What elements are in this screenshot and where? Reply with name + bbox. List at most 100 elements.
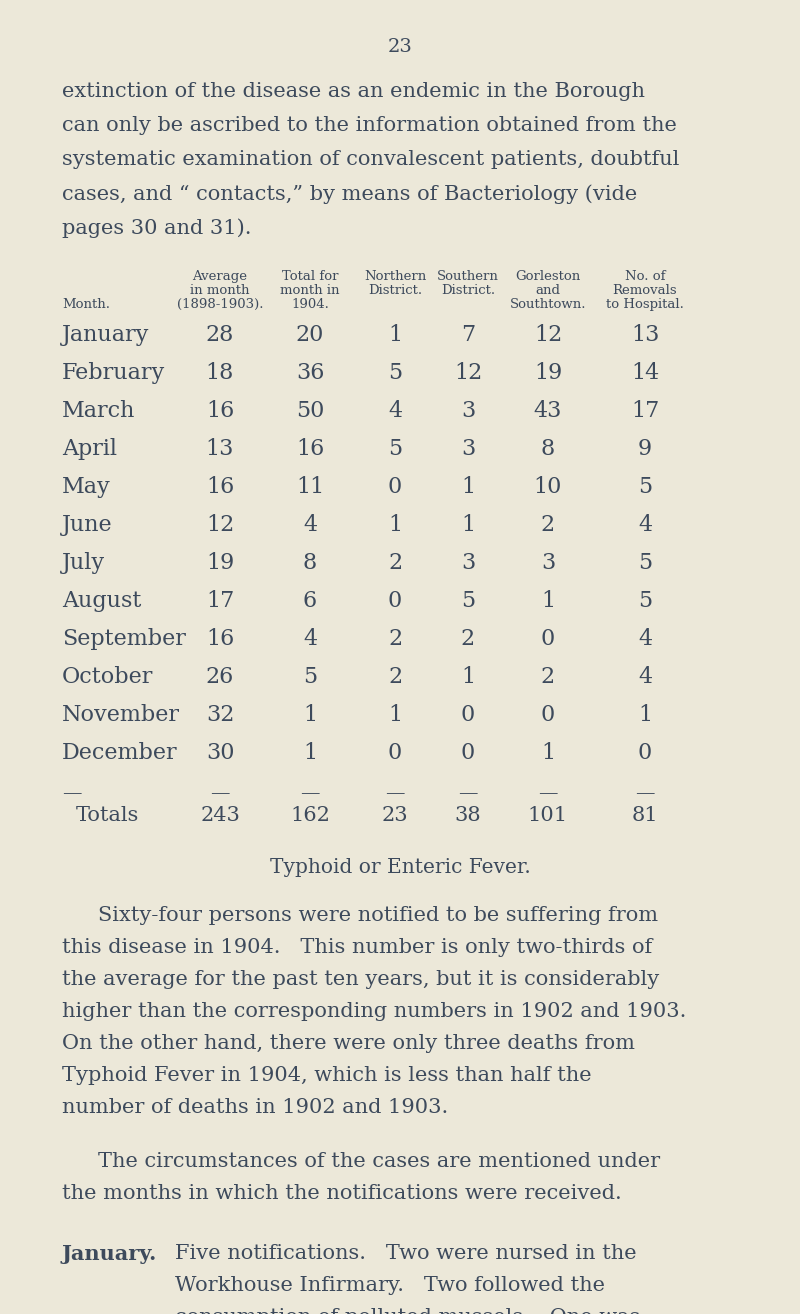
Text: 81: 81 [632,805,658,825]
Text: Totals: Totals [76,805,139,825]
Text: District.: District. [441,284,495,297]
Text: Workhouse Infirmary.   Two followed the: Workhouse Infirmary. Two followed the [175,1276,605,1296]
Text: 1: 1 [388,704,402,727]
Text: Gorleston: Gorleston [515,269,581,283]
Text: 1: 1 [638,704,652,727]
Text: October: October [62,666,154,689]
Text: 3: 3 [541,552,555,574]
Text: November: November [62,704,180,727]
Text: and: and [535,284,561,297]
Text: —: — [458,784,478,802]
Text: April: April [62,438,117,460]
Text: 4: 4 [638,628,652,650]
Text: 0: 0 [638,742,652,763]
Text: January: January [62,325,150,346]
Text: March: March [62,399,135,422]
Text: 20: 20 [296,325,324,346]
Text: 4: 4 [303,628,317,650]
Text: 13: 13 [206,438,234,460]
Text: 1: 1 [461,476,475,498]
Text: Southern: Southern [437,269,499,283]
Text: District.: District. [368,284,422,297]
Text: 0: 0 [541,628,555,650]
Text: Southtown.: Southtown. [510,298,586,311]
Text: 0: 0 [541,704,555,727]
Text: 12: 12 [454,361,482,384]
Text: 19: 19 [206,552,234,574]
Text: July: July [62,552,105,574]
Text: Northern: Northern [364,269,426,283]
Text: 1: 1 [541,742,555,763]
Text: 18: 18 [206,361,234,384]
Text: to Hospital.: to Hospital. [606,298,684,311]
Text: 5: 5 [303,666,317,689]
Text: higher than the corresponding numbers in 1902 and 1903.: higher than the corresponding numbers in… [62,1003,686,1021]
Text: 16: 16 [206,476,234,498]
Text: Typhoid or Enteric Fever.: Typhoid or Enteric Fever. [270,858,530,876]
Text: 5: 5 [461,590,475,612]
Text: 3: 3 [461,438,475,460]
Text: 4: 4 [303,514,317,536]
Text: the average for the past ten years, but it is considerably: the average for the past ten years, but … [62,970,659,989]
Text: 4: 4 [638,666,652,689]
Text: 9: 9 [638,438,652,460]
Text: this disease in 1904.   This number is only two-thirds of: this disease in 1904. This number is onl… [62,938,652,957]
Text: 1: 1 [303,704,317,727]
Text: extinction of the disease as an endemic in the Borough: extinction of the disease as an endemic … [62,81,645,101]
Text: 243: 243 [200,805,240,825]
Text: February: February [62,361,166,384]
Text: 2: 2 [461,628,475,650]
Text: 12: 12 [206,514,234,536]
Text: 16: 16 [296,438,324,460]
Text: 5: 5 [638,552,652,574]
Text: 23: 23 [387,38,413,57]
Text: On the other hand, there were only three deaths from: On the other hand, there were only three… [62,1034,635,1053]
Text: 17: 17 [631,399,659,422]
Text: 1: 1 [541,590,555,612]
Text: 0: 0 [461,704,475,727]
Text: 0: 0 [461,742,475,763]
Text: Removals: Removals [613,284,678,297]
Text: January.: January. [62,1244,158,1264]
Text: No. of: No. of [625,269,666,283]
Text: 14: 14 [631,361,659,384]
Text: August: August [62,590,142,612]
Text: 10: 10 [534,476,562,498]
Text: 16: 16 [206,399,234,422]
Text: number of deaths in 1902 and 1903.: number of deaths in 1902 and 1903. [62,1099,448,1117]
Text: September: September [62,628,186,650]
Text: consumption of polluted mussels.   One was: consumption of polluted mussels. One was [175,1307,640,1314]
Text: 6: 6 [303,590,317,612]
Text: Typhoid Fever in 1904, which is less than half the: Typhoid Fever in 1904, which is less tha… [62,1066,592,1085]
Text: 1: 1 [461,514,475,536]
Text: 1: 1 [388,325,402,346]
Text: 32: 32 [206,704,234,727]
Text: 7: 7 [461,325,475,346]
Text: 30: 30 [206,742,234,763]
Text: 11: 11 [296,476,324,498]
Text: 5: 5 [638,476,652,498]
Text: 38: 38 [454,805,482,825]
Text: 4: 4 [388,399,402,422]
Text: (1898‑1903).: (1898‑1903). [177,298,263,311]
Text: cases, and “ contacts,” by means of Bacteriology (vide: cases, and “ contacts,” by means of Bact… [62,184,638,204]
Text: Month.: Month. [62,298,110,311]
Text: The circumstances of the cases are mentioned under: The circumstances of the cases are menti… [98,1152,660,1171]
Text: 12: 12 [534,325,562,346]
Text: 3: 3 [461,552,475,574]
Text: Five notifications.   Two were nursed in the: Five notifications. Two were nursed in t… [175,1244,637,1263]
Text: —: — [300,784,320,802]
Text: Sixty-four persons were notified to be suffering from: Sixty-four persons were notified to be s… [98,905,658,925]
Text: 2: 2 [388,552,402,574]
Text: 0: 0 [388,742,402,763]
Text: 5: 5 [638,590,652,612]
Text: 8: 8 [541,438,555,460]
Text: 19: 19 [534,361,562,384]
Text: 8: 8 [303,552,317,574]
Text: can only be ascribed to the information obtained from the: can only be ascribed to the information … [62,116,677,135]
Text: 23: 23 [382,805,408,825]
Text: 28: 28 [206,325,234,346]
Text: 0: 0 [388,476,402,498]
Text: Average: Average [193,269,247,283]
Text: 2: 2 [541,666,555,689]
